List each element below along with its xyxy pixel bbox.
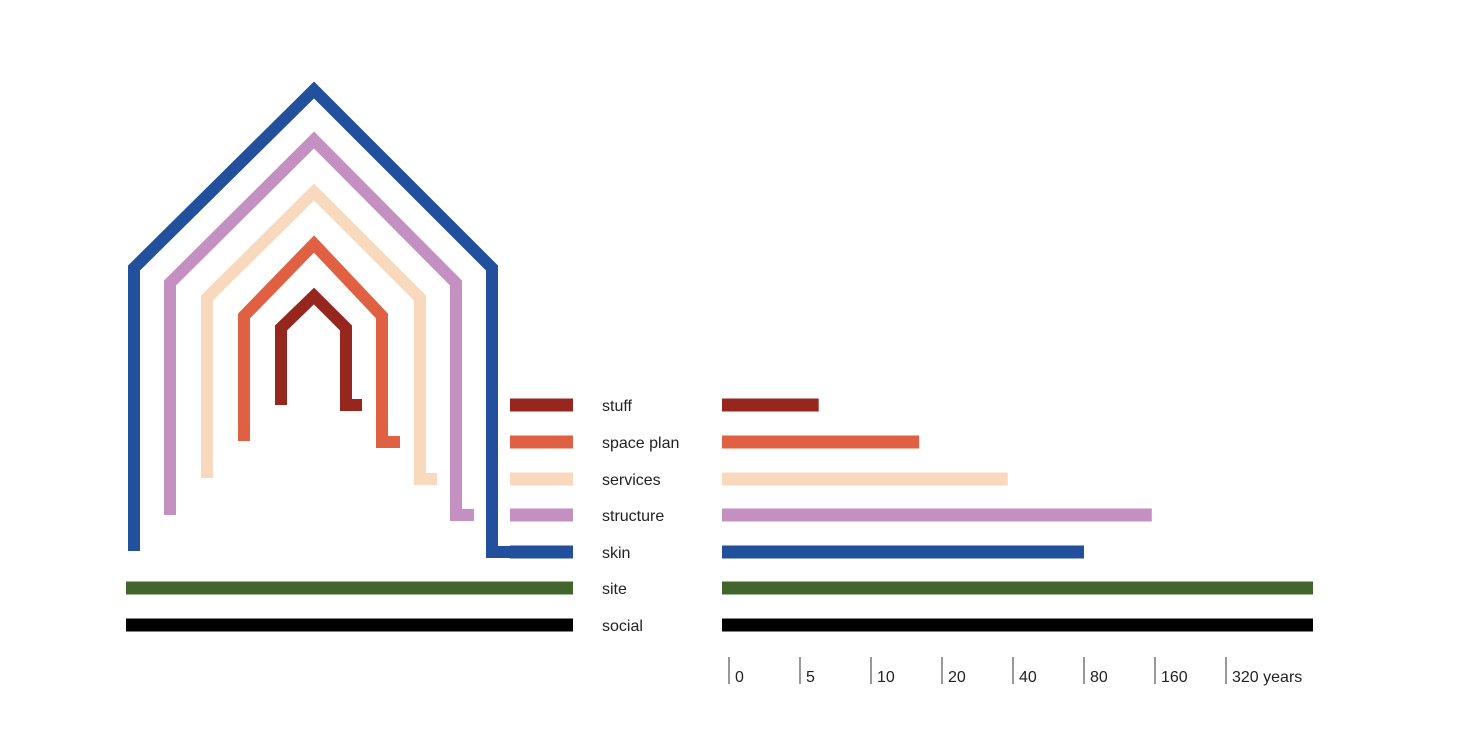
bar-skin — [722, 545, 1084, 559]
x-tick-label: 5 — [806, 669, 815, 686]
bar-stuff — [722, 398, 819, 412]
house-layer-structure — [164, 131, 474, 521]
legend-swatch-space-plan — [510, 435, 573, 449]
legend-swatch-skin — [510, 545, 573, 559]
house-layers — [128, 81, 573, 558]
category-label-services: services — [602, 472, 661, 489]
house-layer-space-plan — [238, 235, 400, 448]
legend-swatch-structure — [510, 508, 573, 522]
bar-site — [722, 581, 1313, 595]
house-base-site — [126, 581, 573, 595]
x-tick-label: 20 — [948, 669, 966, 686]
x-tick-label: 10 — [877, 669, 895, 686]
bar-social — [722, 618, 1313, 632]
x-tick-label: 80 — [1090, 669, 1108, 686]
house-layer-stuff — [275, 287, 362, 411]
category-label-structure: structure — [602, 508, 664, 525]
x-tick-label: 0 — [735, 669, 744, 686]
legend-swatch-stuff — [510, 398, 573, 412]
x-tick-label: 40 — [1019, 669, 1037, 686]
legend-swatch-services — [510, 472, 573, 486]
category-label-site: site — [602, 581, 627, 598]
category-label-skin: skin — [602, 545, 630, 562]
bar-structure — [722, 508, 1152, 522]
category-label-stuff: stuff — [602, 398, 633, 415]
category-label-social: social — [602, 618, 643, 635]
bar-services — [722, 472, 1008, 486]
house-base-social — [126, 618, 573, 632]
category-label-space-plan: space plan — [602, 435, 679, 452]
x-tick-label: 320 years — [1232, 669, 1302, 686]
x-tick-label: 160 — [1161, 669, 1188, 686]
bar-space-plan — [722, 435, 920, 449]
house-layer-services — [201, 183, 437, 485]
house-layer-skin — [128, 81, 573, 558]
